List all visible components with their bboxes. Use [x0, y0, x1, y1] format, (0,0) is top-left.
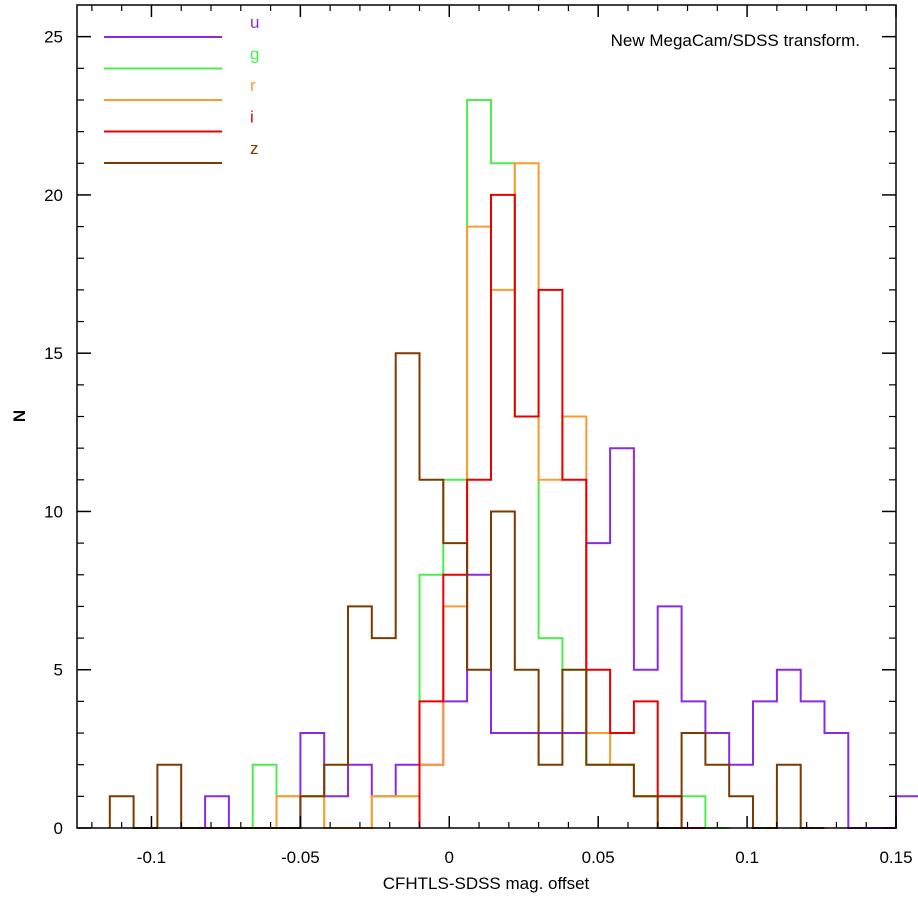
legend-label-r: r	[250, 76, 256, 95]
x-tick-label: 0.15	[879, 848, 912, 867]
x-tick-label: 0	[445, 848, 454, 867]
legend-label-g: g	[250, 45, 259, 64]
x-tick-label: -0.1	[137, 848, 166, 867]
x-tick-label: 0.1	[735, 848, 759, 867]
y-tick-label: 25	[44, 28, 63, 47]
y-axis-title: N	[10, 410, 29, 422]
legend-label-u: u	[250, 13, 259, 32]
legend-label-z: z	[250, 139, 259, 158]
x-tick-label: 0.05	[582, 848, 615, 867]
x-tick-label: -0.05	[281, 848, 320, 867]
axis-ticks: -0.1 -0.05 0 0.05 0.1 0.15 0 5 10 15 20 25	[44, 5, 913, 867]
y-tick-label: 15	[44, 344, 63, 363]
y-tick-label: 0	[54, 819, 63, 838]
y-tick-label: 10	[44, 502, 63, 521]
x-axis-title: CFHTLS-SDSS mag. offset	[383, 874, 590, 893]
y-tick-label: 5	[54, 661, 63, 680]
legend-label-i: i	[250, 108, 254, 127]
y-tick-label: 20	[44, 186, 63, 205]
chart-annotation: New MegaCam/SDSS transform.	[611, 31, 860, 50]
